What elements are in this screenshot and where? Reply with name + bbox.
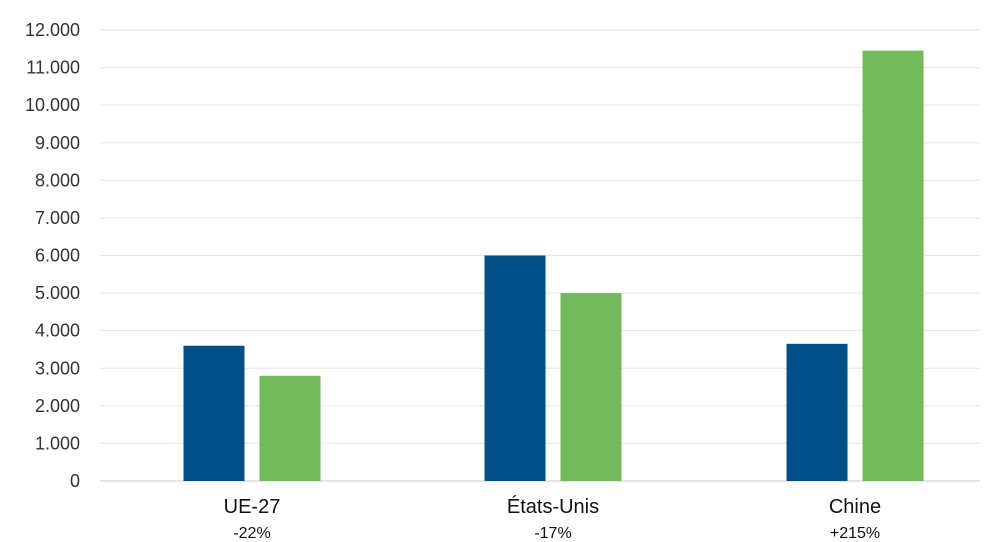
x-category-label: États-Unis	[507, 495, 599, 518]
x-category-label: UE-27	[224, 496, 281, 518]
y-tick-label: 4.000	[35, 321, 80, 341]
x-category-change-label: -22%	[233, 525, 270, 542]
bar	[862, 50, 924, 481]
y-tick-label: 12.000	[25, 20, 80, 40]
y-tick-label: 11.000	[26, 58, 80, 78]
x-category-change-label: -17%	[534, 525, 571, 542]
y-tick-label: 10.000	[25, 95, 80, 115]
y-axis: 0 1.000 2.000 3.000 4.000 5.000 6.000 7.000 8.00…	[25, 20, 80, 491]
y-tick-label: 8.000	[35, 170, 80, 190]
bar	[259, 375, 321, 481]
y-tick-label: 2.000	[35, 396, 80, 416]
y-tick-label: 6.000	[35, 246, 80, 266]
x-category-change-label: +215%	[830, 525, 880, 542]
y-tick-label: 9.000	[35, 133, 80, 153]
bar	[183, 345, 245, 481]
bar	[786, 343, 848, 481]
y-tick-label: 5.000	[35, 283, 80, 303]
y-tick-label: 0	[70, 471, 80, 491]
y-tick-label: 1.000	[35, 433, 80, 453]
y-tick-label: 3.000	[35, 358, 80, 378]
x-axis: UE-27 -22% États-Unis -17% Chine +215%	[224, 495, 881, 542]
y-tick-label: 7.000	[35, 208, 80, 228]
bar	[560, 293, 622, 481]
bars	[183, 50, 924, 481]
x-category-label: Chine	[829, 496, 881, 518]
bar	[484, 255, 546, 481]
